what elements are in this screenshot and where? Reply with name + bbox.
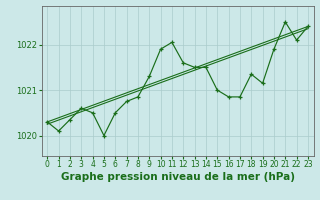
X-axis label: Graphe pression niveau de la mer (hPa): Graphe pression niveau de la mer (hPa) [60, 172, 295, 182]
